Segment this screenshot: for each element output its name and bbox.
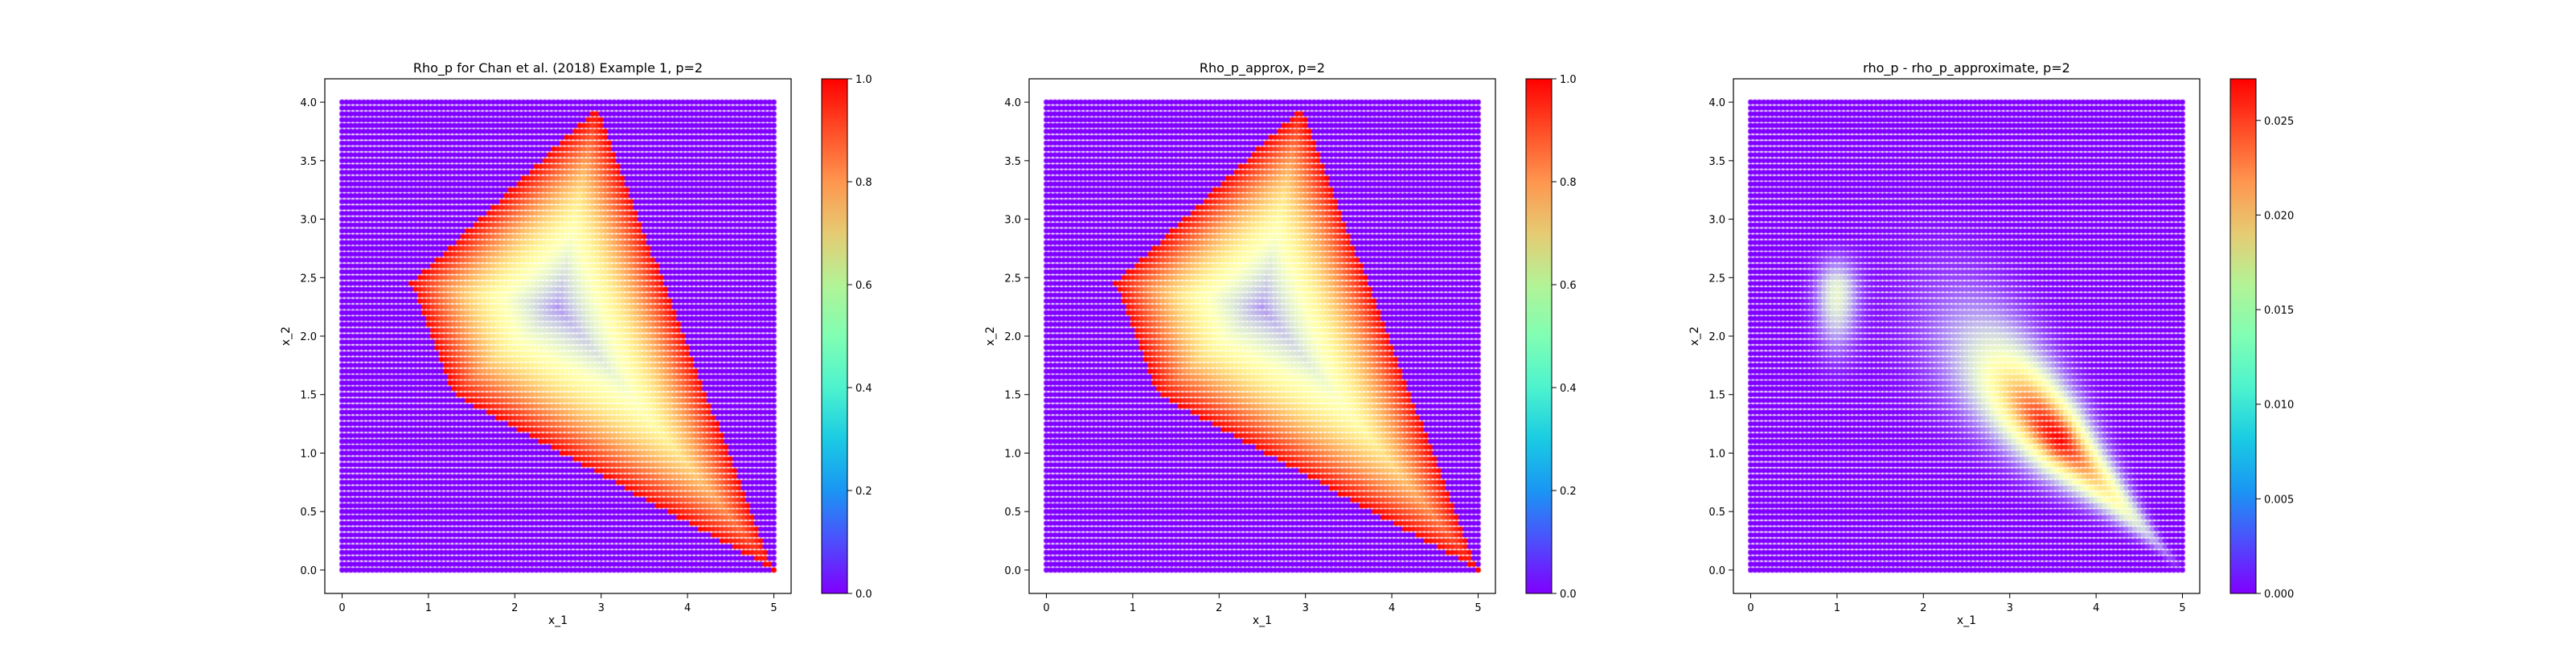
x-tick-label: 4	[2093, 602, 2099, 614]
panel-3-heatmap	[1733, 79, 2200, 593]
panel-2-title: Rho_p_approx, p=2	[1200, 60, 1325, 76]
colorbar-tick-label: 0.0	[855, 589, 872, 601]
x-tick-label: 3	[2007, 602, 2013, 614]
colorbar-tick-label: 0.010	[2264, 400, 2294, 412]
panel-1-ylabel: x_2	[280, 326, 293, 346]
y-tick-label: 2.0	[1004, 331, 1021, 343]
x-tick-label: 0	[1747, 602, 1754, 614]
panel-1-title: Rho_p for Chan et al. (2018) Example 1, …	[413, 60, 703, 76]
panel-2-heatmap	[1029, 79, 1495, 593]
panel-2-ylabel: x_2	[984, 326, 997, 346]
colorbar-tick-label: 0.8	[1560, 177, 1577, 189]
y-tick-label: 3.0	[1004, 215, 1021, 227]
panel-1: Rho_p for Chan et al. (2018) Example 1, …	[280, 60, 872, 627]
panel-1-heatmap	[325, 79, 791, 593]
panel-3-xlabel: x_1	[1957, 614, 1976, 627]
panel-3-colorbar	[2229, 78, 2257, 594]
colorbar-tick-label: 0.0	[1560, 589, 1577, 601]
x-tick-label: 2	[1216, 602, 1222, 614]
y-tick-label: 1.5	[300, 390, 317, 402]
colorbar-tick-label: 0.005	[2264, 494, 2294, 506]
panel-1-xlabel: x_1	[548, 614, 568, 627]
x-tick-label: 5	[770, 602, 777, 614]
panel-3-ylabel: x_2	[1688, 326, 1701, 346]
y-tick-label: 2.0	[300, 331, 317, 343]
x-tick-label: 4	[684, 602, 691, 614]
y-tick-label: 1.5	[1004, 390, 1021, 402]
colorbar-tick-label: 0.015	[2264, 305, 2294, 317]
y-tick-label: 4.0	[1708, 97, 1725, 109]
x-tick-label: 1	[425, 602, 432, 614]
y-tick-label: 0.5	[1708, 507, 1725, 519]
colorbar-tick-label: 0.2	[1560, 486, 1577, 498]
x-tick-label: 2	[511, 602, 518, 614]
colorbar-tick-label: 0.025	[2264, 116, 2294, 128]
colorbar-tick-label: 0.000	[2264, 589, 2294, 601]
y-tick-label: 1.5	[1708, 390, 1725, 402]
y-tick-label: 3.0	[300, 215, 317, 227]
panel-3: rho_p - rho_p_approximate, p=2 0 1 2 3 4 5 0.…	[1688, 60, 2294, 627]
y-tick-label: 2.5	[300, 273, 317, 285]
x-tick-label: 0	[338, 602, 345, 614]
x-tick-label: 5	[1475, 602, 1481, 614]
y-tick-label: 4.0	[1004, 97, 1021, 109]
x-tick-label: 0	[1043, 602, 1049, 614]
panel-1-colorbar	[821, 78, 848, 594]
panel-2-colorbar	[1525, 78, 1553, 594]
colorbar-tick-label: 0.6	[855, 280, 872, 292]
x-tick-label: 3	[598, 602, 605, 614]
x-tick-label: 1	[1834, 602, 1840, 614]
y-tick-label: 1.0	[1004, 448, 1021, 460]
y-tick-label: 0.5	[300, 507, 317, 519]
colorbar-tick-label: 0.6	[1560, 280, 1577, 292]
y-tick-label: 0.0	[300, 565, 317, 577]
y-tick-label: 0.5	[1004, 507, 1021, 519]
y-tick-label: 0.0	[1708, 565, 1725, 577]
x-tick-label: 5	[2179, 602, 2185, 614]
y-tick-label: 4.0	[300, 97, 317, 109]
colorbar-tick-label: 0.2	[855, 486, 872, 498]
colorbar-tick-label: 0.8	[855, 177, 872, 189]
y-tick-label: 0.0	[1004, 565, 1021, 577]
x-tick-label: 2	[1920, 602, 1926, 614]
colorbar-tick-label: 1.0	[855, 74, 872, 86]
y-tick-label: 3.5	[1708, 156, 1725, 168]
y-tick-label: 1.0	[300, 448, 317, 460]
y-tick-label: 2.5	[1004, 273, 1021, 285]
x-tick-label: 3	[1302, 602, 1309, 614]
panel-3-title: rho_p - rho_p_approximate, p=2	[1863, 60, 2070, 76]
y-tick-label: 2.5	[1708, 273, 1725, 285]
y-tick-label: 3.0	[1708, 215, 1725, 227]
y-tick-label: 3.5	[1004, 156, 1021, 168]
panel-2: Rho_p_approx, p=2 0 1 2 3 4 5 0.0 0.5 1.0 1.5 2.0…	[984, 60, 1577, 627]
x-tick-label: 1	[1130, 602, 1136, 614]
y-tick-label: 2.0	[1708, 331, 1725, 343]
colorbar-tick-label: 0.020	[2264, 210, 2294, 222]
x-tick-label: 4	[1388, 602, 1395, 614]
colorbar-tick-label: 0.4	[855, 383, 872, 395]
panel-2-xlabel: x_1	[1253, 614, 1272, 627]
y-tick-label: 1.0	[1708, 448, 1725, 460]
colorbar-tick-label: 0.4	[1560, 383, 1577, 395]
colorbar-tick-label: 1.0	[1560, 74, 1577, 86]
y-tick-label: 3.5	[300, 156, 317, 168]
